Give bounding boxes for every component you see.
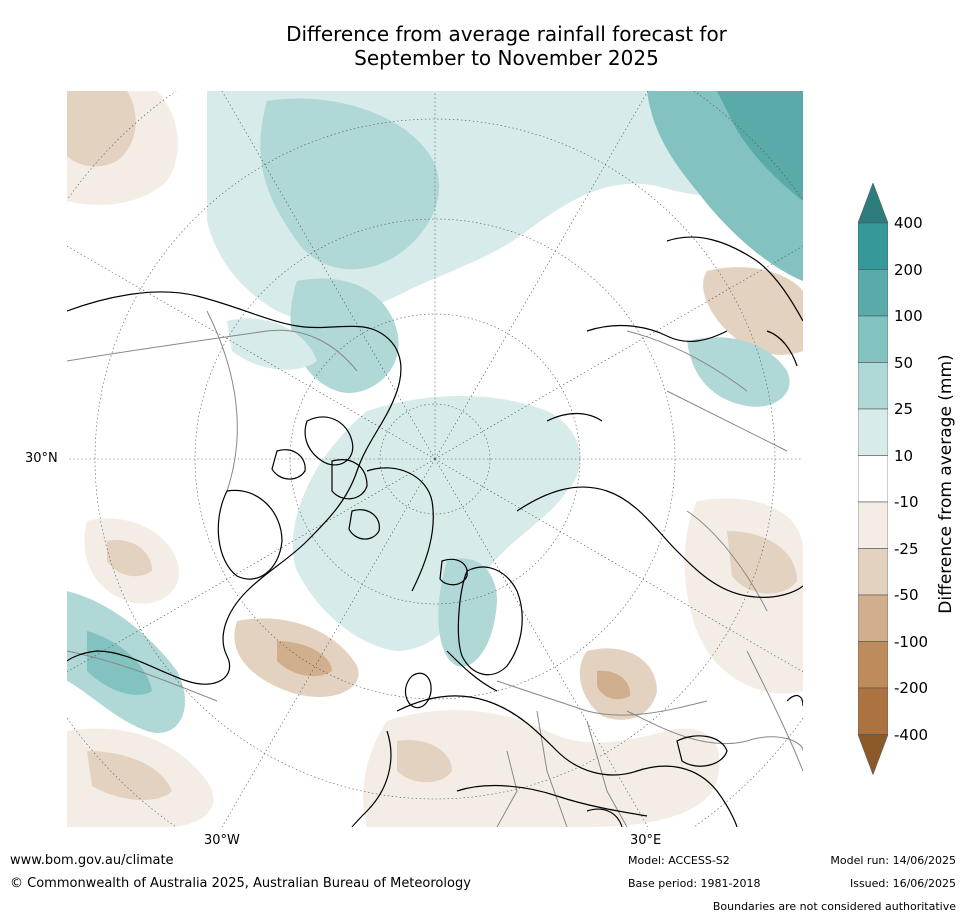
latitude-label-30n: 30°N: [25, 451, 58, 466]
footer-disclaimer: Boundaries are not considered authoritat…: [712, 900, 956, 913]
colorbar-segment: [858, 641, 888, 689]
footer-model: Model: ACCESS-S2: [628, 854, 730, 867]
colorbar-segment: [858, 501, 888, 549]
legend-tick-label: -25: [894, 539, 919, 558]
colorbar-segment: [858, 269, 888, 317]
legend-tick-label: 200: [894, 260, 923, 279]
coastlines: [67, 236, 803, 827]
legend-tick-label: -100: [894, 632, 929, 651]
footer-website[interactable]: www.bom.gov.au/climate: [10, 853, 174, 868]
legend-tick-label: -400: [894, 725, 929, 744]
colorbar-segment: [858, 222, 888, 270]
colorbar-extend-top: [858, 183, 888, 224]
colorbar-segment: [858, 455, 888, 503]
graticule: [67, 91, 803, 827]
colorbar-segment: [858, 408, 888, 456]
footer-model-run: Model run: 14/06/2025: [830, 854, 956, 867]
anomaly-shading: [67, 91, 803, 827]
chart-title: Difference from average rainfall forecas…: [0, 22, 965, 70]
legend-tick-label: -10: [894, 493, 919, 511]
colorbar-segment: [858, 687, 888, 735]
colorbar-segment: [858, 548, 888, 596]
legend-tick-label: 10: [894, 446, 914, 465]
legend-tick-label: 25: [894, 400, 914, 418]
title-line-2: September to November 2025: [354, 46, 659, 70]
legend-tick-label: -50: [894, 586, 919, 604]
legend-tick-label: 50: [894, 353, 914, 372]
footer-base-period: Base period: 1981-2018: [628, 877, 761, 890]
footer-copyright: © Commonwealth of Australia 2025, Austra…: [10, 876, 471, 891]
longitude-label-30w: 30°W: [204, 833, 240, 848]
legend-title: Difference from average (mm): [936, 354, 956, 614]
longitude-label-30e: 30°E: [630, 833, 662, 848]
colorbar-segment: [858, 315, 888, 363]
title-line-1: Difference from average rainfall forecas…: [286, 22, 727, 46]
colorbar-extend-bottom: [858, 734, 888, 776]
legend-tick-label: 400: [894, 214, 923, 232]
footer-issued: Issued: 16/06/2025: [849, 877, 956, 890]
legend-tick-label: -200: [894, 679, 929, 697]
colorbar-segment: [858, 594, 888, 642]
legend-tick-label: 100: [894, 307, 923, 325]
rainfall-anomaly-map[interactable]: [67, 91, 803, 827]
colorbar-segment: [858, 362, 888, 410]
legend-colorbar: [858, 183, 888, 776]
